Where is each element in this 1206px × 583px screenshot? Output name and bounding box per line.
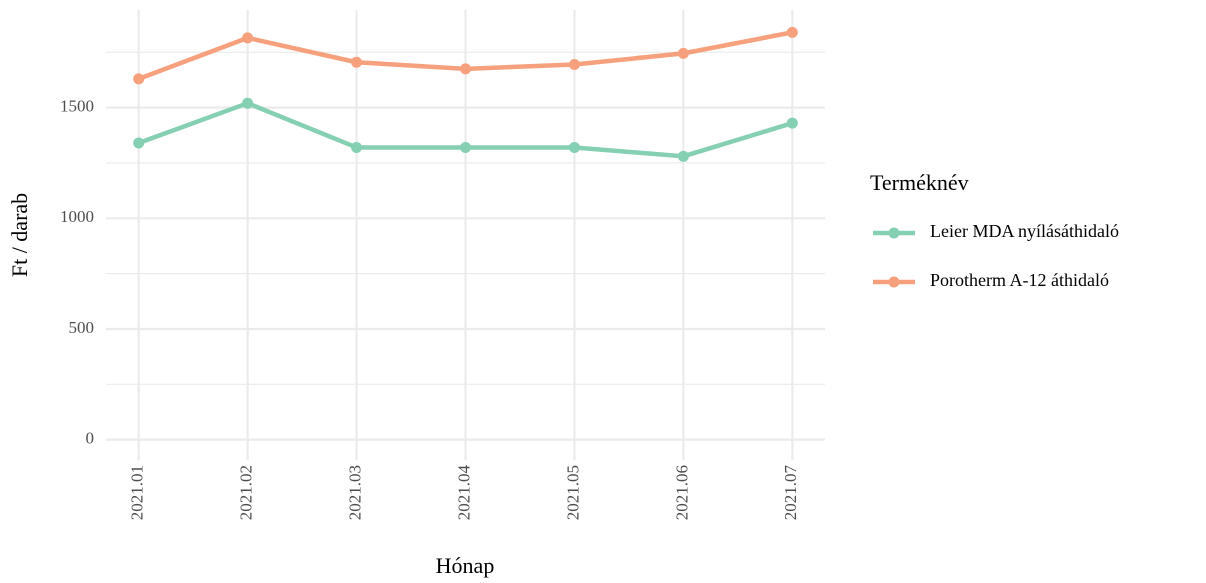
data-point bbox=[786, 26, 798, 38]
data-point bbox=[133, 137, 145, 149]
x-axis-label: Hónap bbox=[436, 553, 495, 578]
data-point bbox=[568, 141, 580, 153]
x-tick-label: 2021.01 bbox=[128, 465, 147, 520]
legend-label: Porotherm A-12 áthidaló bbox=[930, 270, 1109, 290]
x-tick-label: 2021.03 bbox=[345, 465, 364, 520]
legend-title: Terméknév bbox=[870, 170, 969, 195]
x-tick-label: 2021.04 bbox=[454, 465, 473, 521]
data-point bbox=[351, 141, 363, 153]
y-tick-label: 500 bbox=[69, 318, 95, 337]
data-point bbox=[786, 117, 798, 129]
data-point bbox=[677, 47, 689, 59]
x-tick-label: 2021.06 bbox=[672, 465, 691, 520]
y-axis-label: Ft / darab bbox=[7, 193, 32, 277]
x-tick-label: 2021.07 bbox=[781, 465, 800, 521]
legend-marker bbox=[888, 276, 900, 288]
data-point bbox=[568, 58, 580, 70]
data-point bbox=[242, 97, 254, 109]
data-point bbox=[133, 73, 145, 85]
x-tick-label: 2021.02 bbox=[237, 465, 256, 520]
y-tick-label: 0 bbox=[86, 429, 95, 448]
y-tick-label: 1500 bbox=[60, 97, 94, 116]
y-tick-label: 1000 bbox=[60, 207, 94, 226]
x-tick-label: 2021.05 bbox=[563, 465, 582, 520]
data-point bbox=[677, 150, 689, 162]
data-point bbox=[460, 63, 471, 75]
data-point bbox=[351, 56, 363, 68]
legend-marker bbox=[888, 227, 900, 239]
data-point bbox=[242, 32, 254, 44]
legend-label: Leier MDA nyílásáthidaló bbox=[930, 221, 1119, 241]
data-point bbox=[460, 141, 471, 153]
